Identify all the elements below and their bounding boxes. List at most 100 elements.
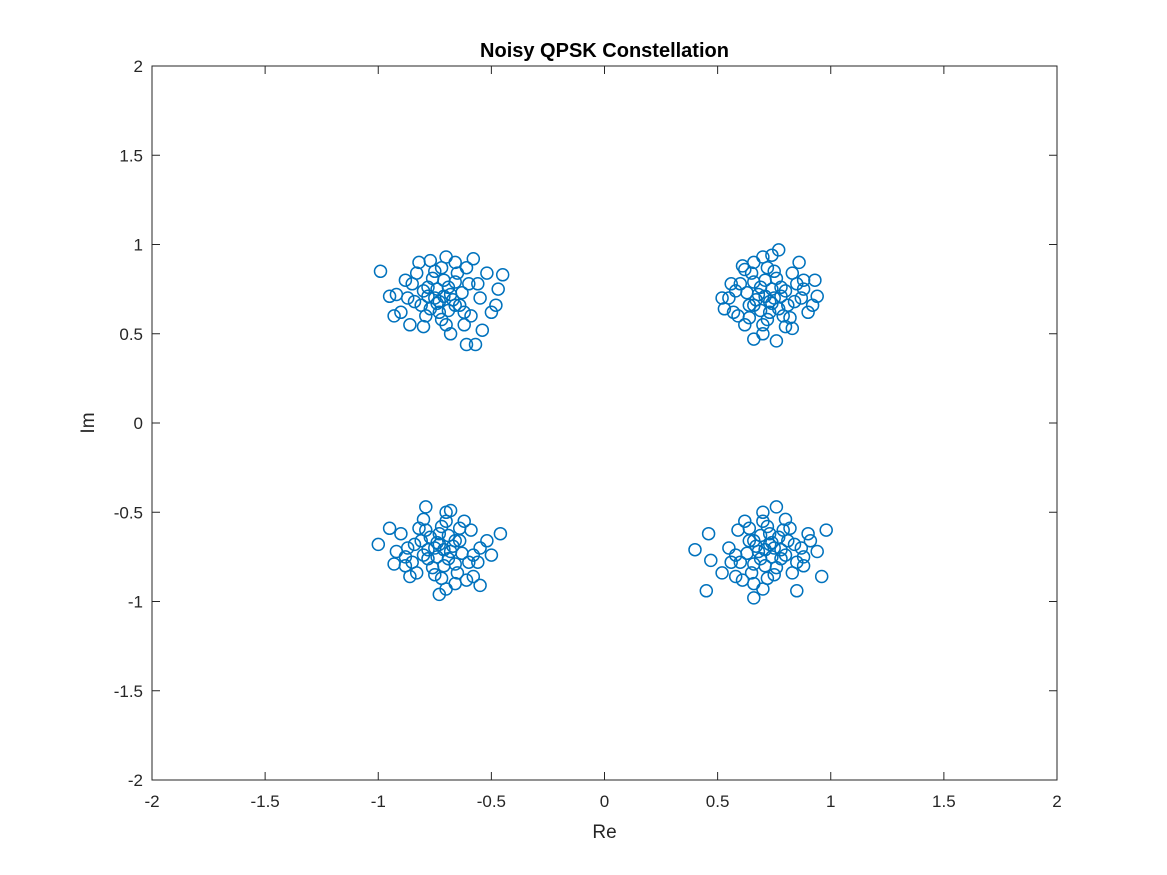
y-tick-label: 1	[134, 236, 143, 255]
y-tick-label: -1.5	[114, 682, 143, 701]
data-point	[774, 542, 788, 557]
data-point	[747, 298, 761, 312]
data-point	[728, 569, 743, 584]
data-point	[466, 548, 481, 562]
data-point	[471, 277, 485, 291]
data-point	[400, 291, 415, 305]
data-point	[437, 273, 451, 287]
data-point	[738, 514, 752, 528]
data-point	[738, 318, 752, 332]
data-point	[412, 521, 426, 536]
data-point	[801, 305, 815, 320]
data-point	[432, 526, 447, 541]
data-point	[744, 566, 759, 580]
data-point	[715, 566, 729, 580]
data-point	[765, 248, 779, 262]
data-point	[448, 534, 462, 548]
data-point	[400, 541, 415, 555]
data-point	[382, 289, 397, 304]
data-point	[783, 521, 797, 536]
data-point	[803, 534, 818, 548]
x-tick-label: 0.5	[706, 792, 730, 811]
data-point	[733, 277, 748, 291]
data-point	[432, 537, 447, 552]
data-point	[762, 294, 777, 309]
data-point	[462, 277, 476, 291]
data-point	[439, 505, 453, 520]
data-point	[484, 305, 499, 320]
data-point	[728, 548, 743, 562]
data-point	[762, 305, 777, 320]
data-point	[796, 550, 811, 564]
data-point	[394, 305, 408, 320]
data-point	[471, 555, 485, 569]
y-tick-label: -1	[128, 593, 143, 612]
data-point	[419, 309, 433, 323]
data-point	[421, 542, 435, 557]
data-point	[457, 305, 471, 320]
data-point	[762, 526, 777, 541]
data-point	[790, 584, 804, 598]
ticks-layer: -2 -1.5 -1 -0.5 0 0.5 1 1.5 2 -2 -1.5 -1 -0.5 0 0.5 1 1.…	[114, 57, 1062, 811]
data-point	[419, 523, 433, 537]
data-point	[387, 309, 401, 323]
data-point	[398, 550, 413, 564]
data-point	[459, 337, 474, 352]
data-point	[774, 289, 788, 304]
data-point	[756, 327, 770, 341]
data-point	[728, 284, 743, 298]
data-point	[785, 321, 800, 336]
data-point	[441, 551, 456, 566]
data-point	[403, 318, 417, 332]
x-tick-label: -1.5	[250, 792, 279, 811]
data-point	[432, 305, 447, 320]
data-point	[744, 266, 759, 280]
data-point	[742, 521, 757, 536]
data-point	[484, 548, 499, 562]
data-point	[704, 553, 718, 568]
data-point	[796, 559, 811, 573]
data-point	[495, 268, 510, 282]
data-point	[398, 273, 413, 287]
data-point	[810, 289, 824, 304]
data-point	[459, 260, 474, 275]
data-point	[758, 273, 772, 287]
data-point	[409, 566, 424, 580]
data-point	[394, 526, 408, 541]
x-axis-label: Re	[592, 822, 616, 843]
data-point	[726, 305, 741, 320]
data-point	[735, 259, 750, 273]
data-point	[762, 537, 777, 552]
data-point	[407, 537, 422, 552]
data-point	[738, 262, 752, 277]
axes-background	[152, 66, 1057, 780]
data-point	[473, 291, 487, 305]
data-point	[430, 296, 444, 311]
y-axis-label: Im	[78, 412, 99, 433]
data-point	[489, 298, 503, 312]
data-point	[785, 566, 800, 580]
data-point	[796, 282, 811, 296]
marks-layer	[371, 243, 833, 605]
data-point	[480, 266, 494, 280]
data-point	[473, 541, 487, 555]
data-point	[808, 273, 822, 287]
data-point	[450, 566, 465, 580]
data-point	[753, 551, 768, 566]
y-tick-label: -2	[128, 771, 143, 790]
data-point	[416, 319, 431, 334]
data-point	[387, 557, 401, 571]
data-point	[403, 569, 417, 584]
data-point	[785, 266, 800, 280]
data-point	[371, 537, 386, 552]
data-point	[735, 573, 750, 587]
x-tick-label: 1	[826, 792, 835, 811]
data-point	[760, 571, 775, 586]
data-point	[722, 541, 736, 555]
x-tick-label: -0.5	[477, 792, 506, 811]
x-tick-label: -1	[371, 792, 386, 811]
data-point	[776, 309, 790, 323]
data-point	[464, 309, 478, 323]
